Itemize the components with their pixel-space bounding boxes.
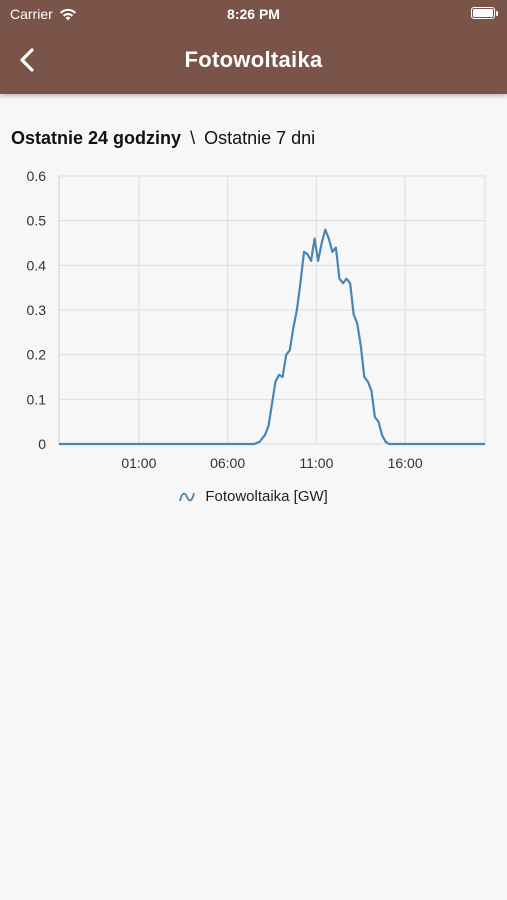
y-tick-label: 0: [38, 436, 46, 452]
range-separator: \: [190, 128, 196, 148]
status-left: Carrier: [10, 6, 77, 22]
x-tick-label: 01:00: [121, 455, 156, 471]
x-tick-label: 11:00: [299, 455, 333, 471]
y-tick-label: 0.2: [27, 347, 47, 363]
series-line: [59, 228, 485, 446]
chart-grid: [58, 175, 486, 445]
y-axis-ticks: 0 0.1 0.2 0.3 0.4 0.5 0.6: [27, 168, 47, 452]
page-title: Fotowoltaika: [184, 47, 323, 72]
legend-label: Fotowoltaika [GW]: [205, 488, 328, 505]
range-7d-option[interactable]: Ostatnie 7 dni: [204, 128, 316, 148]
nav-bar: Fotowoltaika: [0, 28, 507, 94]
y-tick-label: 0.6: [27, 168, 47, 184]
wifi-icon: [59, 8, 76, 20]
status-bar: Carrier 8:26 PM: [0, 0, 507, 28]
y-tick-label: 0.3: [27, 302, 47, 318]
y-tick-label: 0.1: [27, 391, 47, 407]
status-time: 8:26 PM: [227, 6, 280, 22]
y-tick-label: 0.5: [27, 213, 47, 229]
y-tick-label: 0.4: [27, 257, 47, 273]
x-tick-label: 16:00: [388, 455, 423, 471]
carrier-label: Carrier: [10, 6, 53, 22]
battery-icon: [471, 7, 498, 19]
x-tick-label: 06:00: [210, 455, 245, 471]
range-24h-option[interactable]: Ostatnie 24 godziny: [11, 128, 182, 148]
chevron-left-icon[interactable]: [14, 46, 42, 74]
x-axis-ticks: 01:00 06:00 11:00 16:00: [121, 455, 422, 471]
legend-line-icon: [179, 492, 196, 502]
chart-legend: Fotowoltaika [GW]: [0, 488, 507, 505]
range-selector: Ostatnie 24 godziny \ Ostatnie 7 dni: [11, 128, 315, 149]
line-chart: 0 0.1 0.2 0.3 0.4 0.5 0.6 01:00 06:00 11:00 16:00: [27, 168, 486, 471]
